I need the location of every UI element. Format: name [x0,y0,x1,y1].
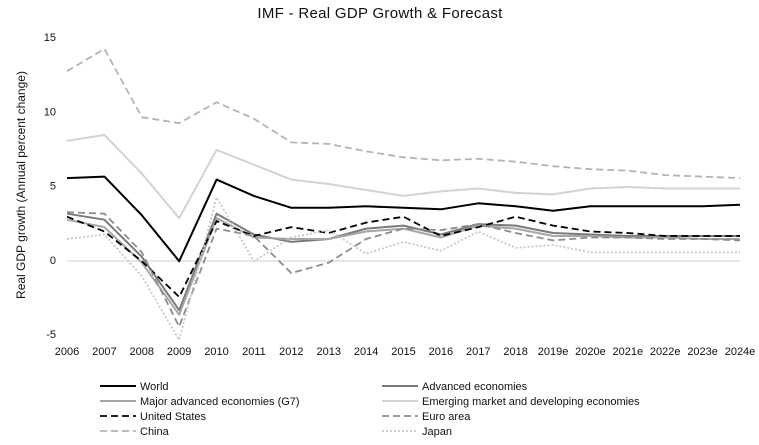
legend-label: Japan [422,426,452,438]
y-tick-label: -5 [46,329,56,341]
legend-label: Major advanced economies (G7) [140,396,300,408]
x-tick-label: 2016 [429,346,453,358]
x-tick-label: 2019e [538,346,569,358]
series-line-japan [66,196,740,341]
series-lines [66,48,741,341]
y-tick-labels: -5 0 5 10 15 [44,32,56,341]
legend-label: China [140,426,170,438]
x-tick-label: 2012 [279,346,303,358]
x-tick-label: 2024e [725,346,756,358]
x-tick-label: 2010 [204,346,228,358]
series-line-world [66,175,741,263]
x-tick-label: 2009 [167,346,191,358]
x-tick-label: 2006 [55,346,79,358]
x-tick-labels: 2006 2007 2008 2009 2010 2011 2012 2013 2014 2015… [55,346,756,358]
y-tick-label: 5 [50,181,56,193]
legend-label: United States [140,411,207,423]
x-tick-label: 2023e [687,346,718,358]
legend: World Advanced economies Major advanced ec… [100,381,640,438]
x-tick-label: 2021e [613,346,644,358]
y-tick-label: 15 [44,32,56,44]
x-tick-label: 2022e [650,346,681,358]
x-tick-label: 2007 [92,346,116,358]
series-line-euro-area [66,211,741,328]
x-tick-label: 2018 [503,346,527,358]
legend-label: World [140,381,169,393]
chart-title: IMF - Real GDP Growth & Forecast [257,5,503,22]
x-tick-label: 2008 [130,346,154,358]
x-tick-label: 2014 [354,346,378,358]
legend-label: Emerging market and developing economies [422,396,640,408]
series-line-advanced-economies [66,212,740,312]
series-line-emerging-market-and-developing-economies [66,134,740,220]
x-tick-label: 2020e [575,346,606,358]
x-tick-label: 2017 [466,346,490,358]
x-tick-label: 2015 [391,346,415,358]
y-tick-label: 0 [50,255,56,267]
x-tick-label: 2013 [316,346,340,358]
series-line-china [66,48,741,179]
y-tick-label: 10 [44,106,56,118]
x-tick-label: 2011 [242,346,266,358]
series-line-united-states [66,215,740,298]
legend-label: Euro area [422,411,471,423]
y-axis-label: Real GDP growth (Annual percent change) [14,71,28,299]
legend-label: Advanced economies [422,381,528,393]
series-line-major-advanced-economies-g7 [66,217,740,316]
